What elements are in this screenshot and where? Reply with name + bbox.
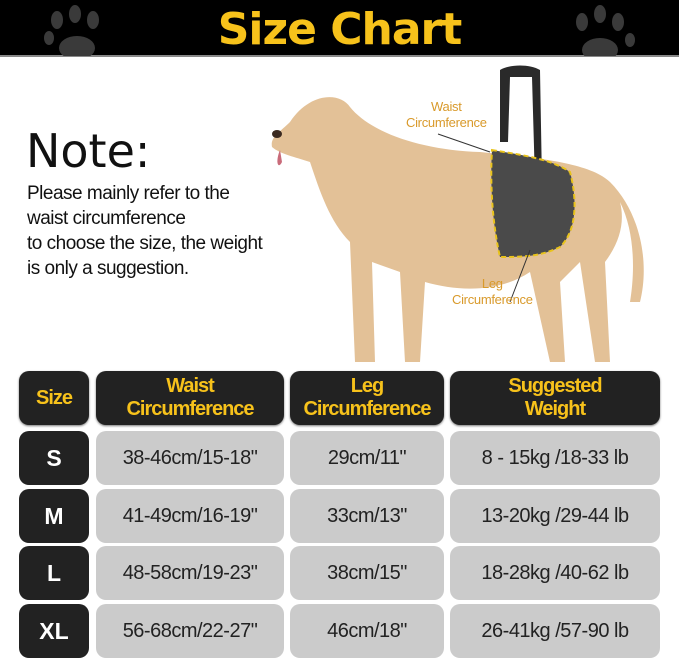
- label-line: Circumference: [406, 115, 487, 130]
- weight-cell: 18-28kg /40-62 lb: [450, 546, 660, 600]
- note-text: Please mainly refer to the waist circumf…: [27, 181, 263, 281]
- paw-print-icon: [44, 5, 99, 56]
- waist-cell: 41-49cm/16-19": [96, 489, 284, 543]
- note-line: is only a suggestion.: [27, 258, 189, 279]
- paw-print-icon: [576, 5, 635, 56]
- size-cell: L: [19, 546, 89, 600]
- header-text: Waist: [166, 375, 215, 397]
- note-title: Note:: [26, 124, 151, 178]
- note-line: to choose the size, the weight: [27, 233, 263, 254]
- size-cell: M: [19, 489, 89, 543]
- note-line: waist circumference: [27, 208, 186, 229]
- leg-cell: 38cm/15": [290, 546, 444, 600]
- header-text: Circumference: [126, 398, 254, 420]
- leg-cell: 29cm/11": [290, 431, 444, 485]
- header-text: Leg: [350, 375, 385, 397]
- page-title: Size Chart: [217, 4, 463, 55]
- weight-cell: 26-41kg /57-90 lb: [450, 604, 660, 658]
- header-waist: Waist Circumference: [96, 371, 284, 425]
- header-size: Size: [19, 371, 89, 425]
- header-text: Weight: [524, 398, 586, 420]
- weight-cell: 13-20kg /29-44 lb: [450, 489, 660, 543]
- leg-cell: 33cm/13": [290, 489, 444, 543]
- waist-cell: 48-58cm/19-23": [96, 546, 284, 600]
- weight-cell: 8 - 15kg /18-33 lb: [450, 431, 660, 485]
- waist-circumference-label: Waist Circumference: [406, 99, 487, 131]
- waist-cell: 56-68cm/22-27": [96, 604, 284, 658]
- label-line: Circumference: [452, 292, 533, 307]
- size-cell: XL: [19, 604, 89, 658]
- title-banner: Size Chart: [0, 0, 679, 57]
- leg-circumference-label: Leg Circumference: [452, 276, 533, 308]
- label-line: Leg: [481, 276, 503, 291]
- header-leg: Leg Circumference: [290, 371, 444, 425]
- header-text: Circumference: [303, 398, 431, 420]
- waist-cell: 38-46cm/15-18": [96, 431, 284, 485]
- header-weight: Suggested Weight: [450, 371, 660, 425]
- header-text: Suggested: [508, 375, 602, 397]
- leg-cell: 46cm/18": [290, 604, 444, 658]
- size-cell: S: [19, 431, 89, 485]
- dog-with-harness-image: [271, 65, 644, 362]
- header-text: Size: [35, 386, 73, 409]
- note-line: Please mainly refer to the: [27, 183, 230, 204]
- label-line: Waist: [431, 99, 462, 114]
